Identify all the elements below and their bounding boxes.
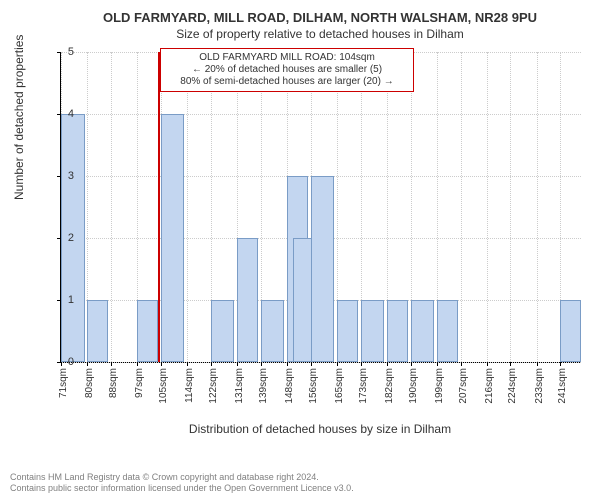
xtick-label: 207sqm [458,368,469,408]
xtick-mark [61,362,62,366]
xtick-label: 216sqm [484,368,495,408]
ytick-label: 1 [68,294,74,306]
annotation-line: ← 20% of detached houses are smaller (5) [167,64,407,76]
xtick-label: 105sqm [158,368,169,408]
xtick-label: 122sqm [208,368,219,408]
ytick-label: 3 [68,170,74,182]
gridline-h [61,114,581,115]
histogram-bar [261,300,285,362]
gridline-v [461,52,462,362]
xtick-mark [287,362,288,366]
xtick-label: 148sqm [284,368,295,408]
histogram-bar [361,300,385,362]
xtick-mark [537,362,538,366]
xtick-label: 114sqm [184,368,195,408]
xtick-label: 241sqm [557,368,568,408]
annotation-line: 80% of semi-detached houses are larger (… [167,76,407,88]
y-axis-label-text: Number of detached properties [12,35,26,200]
xtick-mark [487,362,488,366]
xtick-mark [187,362,188,366]
histogram-bar [161,114,185,362]
xtick-mark [261,362,262,366]
gridline-v [537,52,538,362]
gridline-h [61,362,581,363]
histogram-bar [437,300,458,362]
xtick-label: 199sqm [434,368,445,408]
xtick-label: 190sqm [408,368,419,408]
xtick-label: 182sqm [384,368,395,408]
xtick-mark [461,362,462,366]
histogram-bar [211,300,235,362]
histogram-bar [411,300,435,362]
histogram-bar [311,176,335,362]
xtick-mark [161,362,162,366]
footer-line-1: Contains HM Land Registry data © Crown c… [10,472,354,483]
gridline-v [111,52,112,362]
xtick-mark [111,362,112,366]
ytick-label: 2 [68,232,74,244]
plot-area [60,52,581,363]
xtick-label: 165sqm [334,368,345,408]
chart-title: OLD FARMYARD, MILL ROAD, DILHAM, NORTH W… [60,10,580,25]
xtick-label: 88sqm [108,368,119,408]
xtick-mark [311,362,312,366]
y-axis-label: Number of detached properties [12,35,26,200]
reference-line [158,52,160,362]
histogram-bar [237,238,258,362]
chart-subtitle: Size of property relative to detached ho… [60,27,580,41]
xtick-label: 97sqm [134,368,145,408]
xtick-label: 139sqm [258,368,269,408]
xtick-label: 156sqm [308,368,319,408]
histogram-bar [337,300,358,362]
gridline-v [487,52,488,362]
xtick-label: 224sqm [507,368,518,408]
xtick-mark [211,362,212,366]
ytick-label: 5 [68,46,74,58]
xtick-label: 71sqm [58,368,69,408]
x-axis-label: Distribution of detached houses by size … [60,422,580,436]
xtick-label: 173sqm [358,368,369,408]
ytick-label: 4 [68,108,74,120]
gridline-v [187,52,188,362]
xtick-mark [87,362,88,366]
annotation-line: OLD FARMYARD MILL ROAD: 104sqm [167,52,407,64]
annotation-box: OLD FARMYARD MILL ROAD: 104sqm← 20% of d… [160,48,414,92]
xtick-mark [237,362,238,366]
histogram-bar [137,300,158,362]
ytick-label: 0 [68,356,74,368]
xtick-mark [510,362,511,366]
xtick-mark [337,362,338,366]
histogram-bar [387,300,408,362]
footer-line-2: Contains public sector information licen… [10,483,354,494]
footer-attribution: Contains HM Land Registry data © Crown c… [10,472,354,494]
xtick-mark [560,362,561,366]
xtick-label: 233sqm [534,368,545,408]
xtick-mark [137,362,138,366]
xtick-label: 131sqm [234,368,245,408]
xtick-mark [387,362,388,366]
histogram-bar [87,300,108,362]
histogram-bar [560,300,581,362]
xtick-mark [361,362,362,366]
xtick-mark [437,362,438,366]
gridline-v [510,52,511,362]
xtick-mark [411,362,412,366]
xtick-label: 80sqm [84,368,95,408]
